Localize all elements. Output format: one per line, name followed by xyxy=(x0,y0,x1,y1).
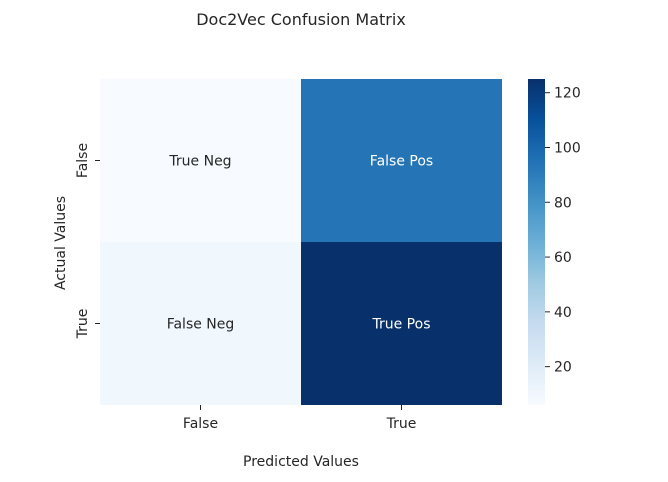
heatmap-cell xyxy=(100,79,301,242)
y-axis-label: Actual Values xyxy=(53,196,69,290)
heatmap-cell xyxy=(301,79,502,242)
y-axis: False True xyxy=(75,143,100,339)
chart-title: Doc2Vec Confusion Matrix xyxy=(196,10,406,29)
cell-annotation: True Neg xyxy=(168,154,231,170)
x-axis-label: Predicted Values xyxy=(243,454,359,470)
x-tick-label: True xyxy=(386,416,417,432)
x-axis: False True xyxy=(183,405,416,432)
colorbar-tick-label: 40 xyxy=(554,305,572,321)
cell-annotation: True Pos xyxy=(372,317,431,333)
colorbar-tick-label: 80 xyxy=(554,195,572,211)
heatmap-cell xyxy=(100,242,301,405)
cell-annotation: False Pos xyxy=(370,154,433,170)
x-tick-label: False xyxy=(183,416,218,432)
colorbar-tick-label: 120 xyxy=(554,86,581,102)
colorbar xyxy=(528,79,545,405)
y-tick-label: True xyxy=(75,309,91,340)
colorbar-tick-label: 20 xyxy=(554,360,572,376)
colorbar-ticks: 20 40 60 80 100 120 xyxy=(545,86,581,376)
colorbar-tick-label: 100 xyxy=(554,140,581,156)
heatmap-cell xyxy=(301,242,502,405)
colorbar-tick-label: 60 xyxy=(554,250,572,266)
heatmap-annotations: True Neg False Pos False Neg True Pos xyxy=(167,154,433,333)
heatmap-cells xyxy=(100,79,502,405)
cell-annotation: False Neg xyxy=(167,317,235,333)
y-tick-label: False xyxy=(75,143,91,178)
